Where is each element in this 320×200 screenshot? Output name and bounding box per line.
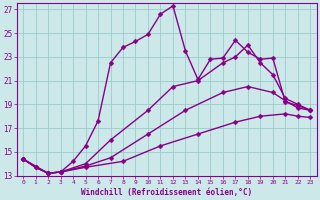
X-axis label: Windchill (Refroidissement éolien,°C): Windchill (Refroidissement éolien,°C) (81, 188, 252, 197)
